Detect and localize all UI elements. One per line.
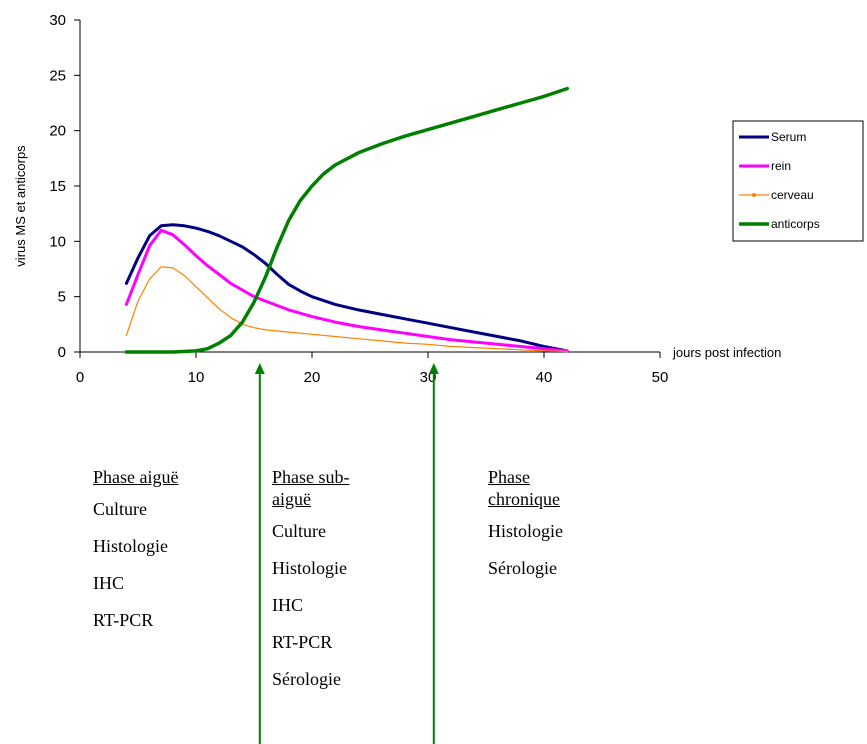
phase-boundary-arrow [254, 363, 265, 744]
x-tick-label: 50 [652, 369, 669, 386]
phase-acute-item: IHC [93, 573, 124, 593]
x-tick-label: 0 [76, 369, 84, 386]
legend-marker [752, 193, 756, 197]
phase-acute-item: RT-PCR [93, 610, 154, 630]
phase-boundary-arrow [428, 363, 439, 744]
series-line-anticorps [124, 86, 569, 354]
legend-entry: anticorps [739, 217, 820, 231]
legend-label: rein [771, 159, 791, 173]
y-tick-label: 15 [49, 178, 66, 195]
legend-entry: rein [739, 159, 791, 173]
phase-acute-title: Phase aiguë [93, 467, 179, 487]
y-tick-label: 25 [49, 67, 66, 84]
y-tick-label: 5 [58, 289, 66, 306]
phase-acute: Phase aiguë Culture Histologie IHC RT-PC… [93, 466, 203, 646]
legend-label: cerveau [771, 188, 814, 202]
legend: Serum rein cerveau anticorps [732, 120, 864, 242]
phase-subacute: Phase sub-aiguë Culture Histologie IHC R… [272, 466, 377, 705]
x-tick-label: 40 [536, 369, 553, 386]
legend-box [732, 120, 864, 242]
y-tick-label: 30 [49, 12, 66, 29]
phase-subacute-title: Phase sub-aiguë [272, 467, 350, 509]
series-line-rein [124, 228, 569, 353]
phase-subacute-item: IHC [272, 595, 303, 615]
y-tick-label: 0 [58, 344, 66, 361]
phase-acute-item: Histologie [93, 536, 168, 556]
x-tick-label: 20 [304, 369, 321, 386]
phase-subacute-item: Sérologie [272, 669, 341, 689]
legend-label: anticorps [771, 217, 820, 231]
legend-entry: Serum [739, 130, 806, 144]
y-axis: 0 5 10 15 20 25 30 [49, 12, 81, 361]
phase-chronic: Phase chronique Histologie Sérologie [488, 466, 588, 594]
phase-subacute-item: Culture [272, 521, 326, 541]
series-line-Serum [124, 223, 569, 353]
x-axis-label: jours post infection [672, 345, 781, 360]
y-tick-label: 20 [49, 123, 66, 140]
series-line-cerveau [125, 266, 568, 352]
phase-chronic-item: Histologie [488, 521, 563, 541]
x-tick-label: 10 [188, 369, 205, 386]
series-layer [124, 86, 569, 354]
x-axis: 0 10 20 30 40 50 [76, 351, 669, 386]
phase-chronic-item: Sérologie [488, 558, 557, 578]
legend-entry: cerveau [739, 188, 814, 202]
y-axis-label: virus MS et anticorps [13, 145, 28, 267]
phase-subacute-item: Histologie [272, 558, 347, 578]
y-tick-label: 10 [49, 233, 66, 250]
phase-subacute-item: RT-PCR [272, 632, 333, 652]
phase-chronic-title: Phase chronique [488, 467, 560, 509]
legend-label: Serum [771, 130, 806, 144]
marker-layer [254, 363, 439, 744]
phase-acute-item: Culture [93, 499, 147, 519]
